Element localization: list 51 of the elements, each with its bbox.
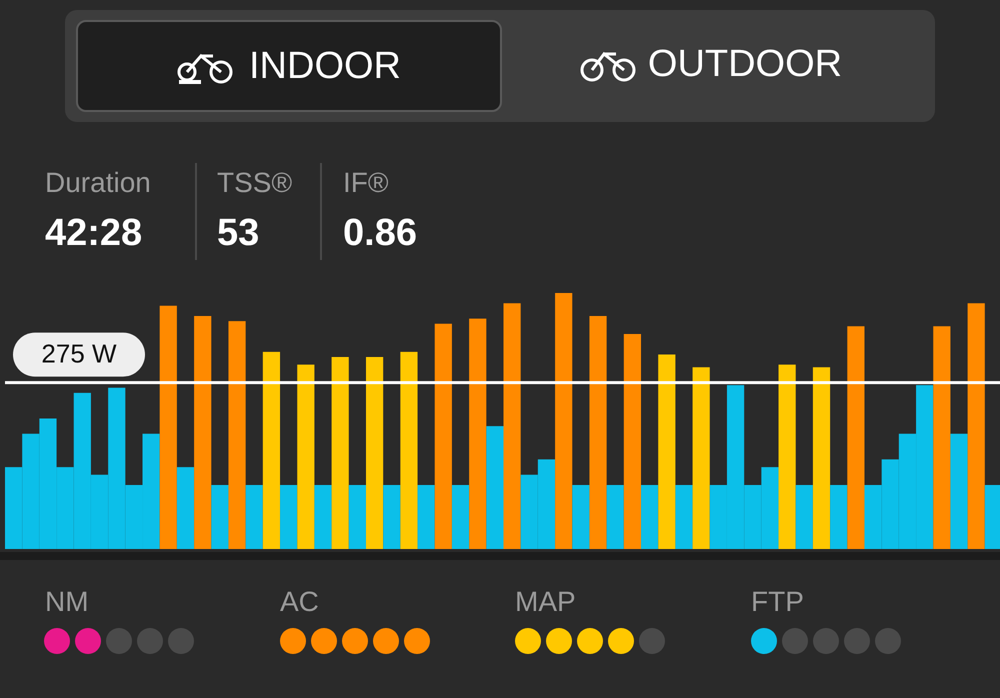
bar [504,303,521,549]
bar [950,434,968,549]
bar [228,321,246,549]
bar [366,357,384,549]
bar [348,485,366,549]
text: AC [280,586,319,618]
bar [176,467,194,549]
bar [555,293,572,549]
bar [624,334,642,549]
bar [675,485,693,549]
bar [658,354,676,549]
bar [194,316,212,549]
bar [692,367,710,549]
bar [280,485,298,549]
bar [606,485,624,549]
text: FTP [751,586,804,618]
bar [434,324,452,549]
bar [641,485,658,549]
bar [469,318,486,549]
bar [830,485,848,549]
bar [812,367,830,549]
bar [418,485,435,549]
text: MAP [515,586,576,618]
text: 53 [217,212,260,255]
bar [297,364,314,549]
bar [847,326,864,549]
bar [262,352,280,549]
bar [486,426,504,549]
bar [452,485,470,549]
bar [383,485,400,549]
bar [332,357,349,549]
text: NM [45,586,89,618]
text: OUTDOOR [648,42,842,86]
bar [211,485,228,549]
bar [572,485,590,549]
text: 42:28 [45,212,142,255]
bar [400,352,418,549]
bar [968,303,985,549]
ref-line-label: 275 W [41,338,118,369]
bar [933,326,950,549]
text: 0.86 [343,212,417,255]
bar [589,316,607,549]
text: TSS® [217,167,292,199]
bar [778,364,796,549]
bar [246,485,263,549]
text: IF® [343,167,389,199]
text: Duration [45,167,151,199]
bar [796,485,813,549]
bar [314,485,332,549]
bar [160,306,177,549]
text: INDOOR [249,44,401,88]
